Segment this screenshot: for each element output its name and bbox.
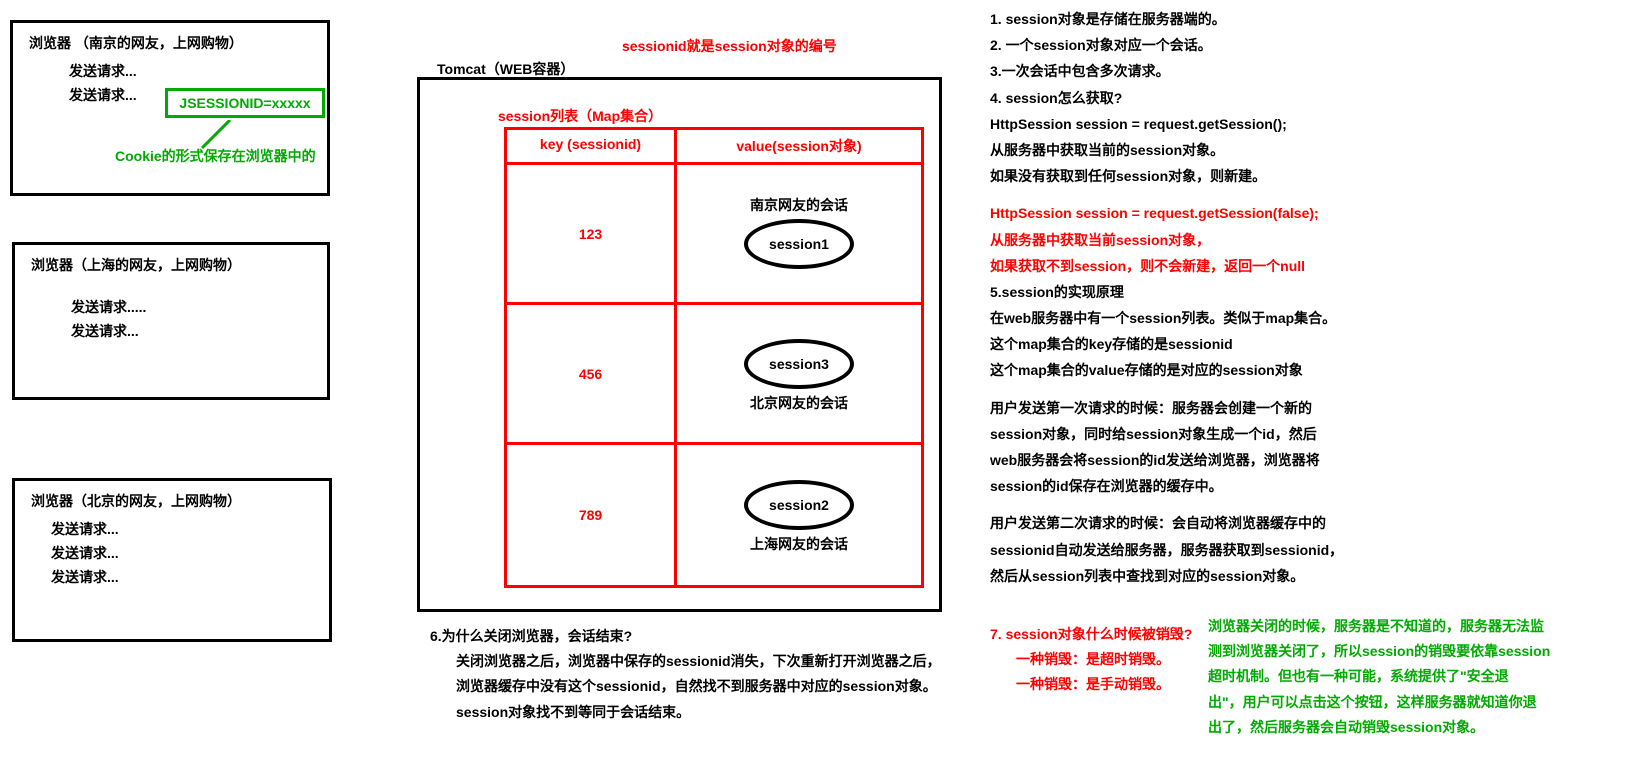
note-5j: 然后从session列表中查找到对应的session对象。 xyxy=(990,564,1620,589)
request-line: 发送请求... xyxy=(51,567,313,587)
note-5e: session对象，同时给session对象生成一个id，然后 xyxy=(990,422,1620,447)
q7g-b: 测到浏览器关闭了，所以session的销毁要依靠session xyxy=(1208,639,1638,664)
jsession-box: JSESSIONID=xxxxx xyxy=(165,88,325,118)
session-ellipse: session2 xyxy=(744,480,854,530)
session-val-cell: session3 北京网友的会话 xyxy=(677,305,921,442)
q7-b: 一种销毁：是手动销毁。 xyxy=(1016,672,1200,697)
browser-title: 浏览器（北京的网友，上网购物） xyxy=(31,491,313,511)
q7-a: 一种销毁：是超时销毁。 xyxy=(1016,647,1200,672)
note-4c: 如果没有获取到任何session对象，则新建。 xyxy=(990,164,1620,189)
note-4a: HttpSession session = request.getSession… xyxy=(990,112,1620,137)
q6-b: 浏览器缓存中没有这个sessionid，自然找不到服务器中对应的session对… xyxy=(456,674,960,699)
table-title: session列表（Map集合） xyxy=(498,106,662,126)
note-1: 1. session对象是存储在服务器端的。 xyxy=(990,7,1620,32)
q7g-a: 浏览器关闭的时候，服务器是不知道的，服务器无法监 xyxy=(1208,614,1638,639)
table-header-val: value(session对象) xyxy=(677,130,921,162)
q7g-e: 出了，然后服务器会自动销毁session对象。 xyxy=(1208,715,1638,740)
note-5d: 用户发送第一次请求的时候：服务器会创建一个新的 xyxy=(990,396,1620,421)
session-ellipse: session3 xyxy=(744,339,854,389)
note-3: 3.一次会话中包含多次请求。 xyxy=(990,59,1620,84)
q6-title: 6.为什么关闭浏览器，会话结束? xyxy=(430,624,960,649)
tomcat-title: Tomcat（WEB容器） xyxy=(437,59,574,79)
note-2: 2. 一个session对象对应一个会话。 xyxy=(990,33,1620,58)
question-7: 7. session对象什么时候被销毁? 一种销毁：是超时销毁。 一种销毁：是手… xyxy=(990,622,1200,698)
question-6: 6.为什么关闭浏览器，会话结束? 关闭浏览器之后，浏览器中保存的sessioni… xyxy=(430,624,960,725)
table-header-row: key (sessionid) value(session对象) xyxy=(507,130,921,165)
browser-box-shanghai: 浏览器（上海的网友，上网购物） 发送请求..... 发送请求... xyxy=(12,242,330,400)
note-5a: 在web服务器中有一个session列表。类似于map集合。 xyxy=(990,306,1620,331)
session-table: key (sessionid) value(session对象) 123 南京网… xyxy=(504,127,924,588)
browser-title: 浏览器（上海的网友，上网购物） xyxy=(31,255,311,275)
note-5b: 这个map集合的key存储的是sessionid xyxy=(990,332,1620,357)
request-line: 发送请求... xyxy=(51,519,313,539)
question-7-green: 浏览器关闭的时候，服务器是不知道的，服务器无法监 测到浏览器关闭了，所以sess… xyxy=(1208,614,1638,740)
session-key: 456 xyxy=(507,305,677,442)
session-desc: 上海网友的会话 xyxy=(750,534,848,554)
q7g-d: 出"，用户可以点击这个按钮，这样服务器就知道你退 xyxy=(1208,690,1638,715)
session-val-cell: session2 上海网友的会话 xyxy=(677,445,921,585)
request-line: 发送请求... xyxy=(69,61,311,81)
q6-a: 关闭浏览器之后，浏览器中保存的sessionid消失，下次重新打开浏览器之后， xyxy=(456,649,960,674)
session-key: 789 xyxy=(507,445,677,585)
session-val-cell: 南京网友的会话 session1 xyxy=(677,165,921,302)
note-4d: HttpSession session = request.getSession… xyxy=(990,201,1620,226)
request-line: 发送请求... xyxy=(51,543,313,563)
session-desc: 南京网友的会话 xyxy=(750,195,848,215)
note-4: 4. session怎么获取? xyxy=(990,86,1620,111)
session-ellipse: session1 xyxy=(744,219,854,269)
note-4b: 从服务器中获取当前的session对象。 xyxy=(990,138,1620,163)
note-5c: 这个map集合的value存储的是对应的session对象 xyxy=(990,358,1620,383)
table-row: 456 session3 北京网友的会话 xyxy=(507,305,921,445)
table-row: 123 南京网友的会话 session1 xyxy=(507,165,921,305)
red-caption: sessionid就是session对象的编号 xyxy=(622,36,837,56)
note-5f: web服务器会将session的id发送给浏览器，浏览器将 xyxy=(990,448,1620,473)
q7g-c: 超时机制。但也有一种可能，系统提供了"安全退 xyxy=(1208,664,1638,689)
note-5h: 用户发送第二次请求的时候：会自动将浏览器缓存中的 xyxy=(990,511,1620,536)
browser-title: 浏览器 （南京的网友，上网购物） xyxy=(29,33,311,53)
session-desc: 北京网友的会话 xyxy=(750,393,848,413)
right-notes: 1. session对象是存储在服务器端的。 2. 一个session对象对应一… xyxy=(990,6,1620,590)
q7-title: 7. session对象什么时候被销毁? xyxy=(990,622,1200,647)
session-key: 123 xyxy=(507,165,677,302)
browser-box-beijing: 浏览器（北京的网友，上网购物） 发送请求... 发送请求... 发送请求... xyxy=(12,478,332,642)
table-row: 789 session2 上海网友的会话 xyxy=(507,445,921,585)
note-4e: 从服务器中获取当前session对象， xyxy=(990,228,1620,253)
note-5: 5.session的实现原理 xyxy=(990,280,1620,305)
note-5g: session的id保存在浏览器的缓存中。 xyxy=(990,474,1620,499)
cookie-note: Cookie的形式保存在浏览器中的 xyxy=(115,146,316,166)
q6-c: session对象找不到等同于会话结束。 xyxy=(456,700,960,725)
note-5i: sessionid自动发送给服务器，服务器获取到sessionid， xyxy=(990,538,1620,563)
table-header-key: key (sessionid) xyxy=(507,130,677,162)
note-4f: 如果获取不到session，则不会新建，返回一个null xyxy=(990,254,1620,279)
request-line: 发送请求... xyxy=(71,321,311,341)
request-line: 发送请求..... xyxy=(71,297,311,317)
